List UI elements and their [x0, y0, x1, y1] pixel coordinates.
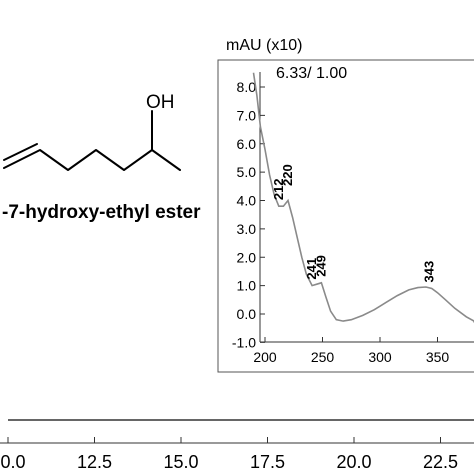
inset-y-tick-label: 3.0	[237, 221, 257, 237]
peak-label: 343	[421, 261, 436, 283]
chromatogram: 10.0 12.5 15.0 17.5 20.0 22.5	[0, 419, 474, 472]
inset-y-tick-label: 1.0	[237, 278, 257, 294]
inset-x-tick-label: 300	[368, 349, 392, 365]
inset-y-label: mAU (x10)	[226, 37, 302, 54]
oh-label: OH	[146, 92, 175, 113]
inset-y-tick-label: 0.0	[237, 306, 257, 322]
uv-spectrum-inset: mAU (x10) 6.33/ 1.00 8.0 7.0 6.0 5.0 4.0 3.0 2…	[217, 37, 474, 373]
inset-x-tick-label: 250	[311, 349, 335, 365]
peak-label: 249	[313, 255, 328, 277]
inset-annotation: 6.33/ 1.00	[276, 65, 347, 82]
inset-y-tick-label: -1.0	[232, 334, 256, 350]
inset-x-tick-label: 200	[253, 349, 277, 365]
double-bond-line	[3, 143, 38, 161]
inset-y-tick-label: 6.0	[237, 136, 257, 152]
peak-label: 241	[304, 258, 319, 280]
inset-x-tick-label: 350	[426, 349, 450, 365]
chromatogram-x-tick-label: 10.0	[0, 452, 26, 472]
chromatogram-x-tick-label: 22.5	[423, 452, 458, 472]
chromatogram-x-tick-label: 17.5	[250, 452, 285, 472]
uv-spectrum-line	[252, 72, 474, 323]
inset-y-tick-label: 4.0	[237, 193, 257, 209]
chromatogram-x-tick-label: 15.0	[163, 452, 198, 472]
molecule-skeleton	[3, 149, 181, 171]
inset-y-tick-label: 8.0	[237, 79, 257, 95]
inset-y-tick-label: 2.0	[237, 249, 257, 265]
inset-y-tick-label: 7.0	[237, 107, 257, 123]
peak-label: 220	[280, 164, 295, 186]
chromatogram-x-tick-label: 12.5	[77, 452, 112, 472]
chromatogram-x-tick-label: 20.0	[336, 452, 371, 472]
peak-label: 212	[271, 178, 286, 200]
compound-name: -7-hydroxy-ethyl ester	[2, 202, 201, 223]
molecule-structure: OH -7-hydroxy-ethyl ester	[2, 92, 201, 223]
inset-frame	[217, 59, 474, 373]
inset-y-tick-label: 5.0	[237, 164, 257, 180]
